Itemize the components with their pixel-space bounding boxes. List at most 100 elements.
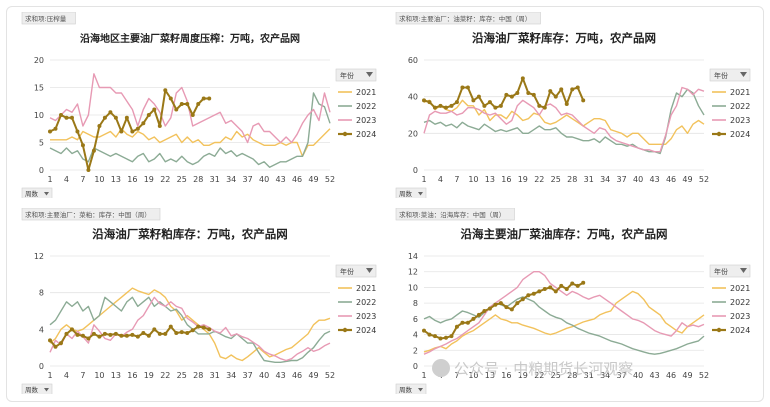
x-tick-label: 37 <box>243 175 253 184</box>
legend-entry: 2021 <box>356 284 376 293</box>
series-line-2022 <box>49 92 331 169</box>
x-tick-label: 19 <box>144 175 154 184</box>
dropdown-arrow-icon[interactable] <box>44 192 49 196</box>
filter-icon[interactable] <box>366 268 373 273</box>
series-line-2022 <box>423 88 705 155</box>
data-point-2024 <box>97 334 102 339</box>
x-tick-label: 28 <box>193 371 203 380</box>
filter-icon[interactable] <box>366 72 373 77</box>
x-tick-label: 19 <box>518 371 528 380</box>
legend-title: 年份 <box>340 71 354 80</box>
data-point-2024 <box>146 113 151 117</box>
data-point-2024 <box>124 333 129 338</box>
data-point-2024 <box>141 121 146 126</box>
data-point-2024 <box>438 103 443 108</box>
x-tick-label: 28 <box>193 175 203 184</box>
x-tick-label: 7 <box>454 371 459 380</box>
x-tick-label: 25 <box>551 371 561 380</box>
data-point-2024 <box>80 143 85 148</box>
data-point-2024 <box>520 76 525 81</box>
legend-entry: 2024 <box>730 326 750 335</box>
watermark: 公众号 · 中粮期货长河观察 <box>432 358 633 379</box>
data-point-2024 <box>498 301 503 306</box>
legend-marker <box>716 131 722 137</box>
y-tick-label: 20 <box>408 129 418 138</box>
data-point-2024 <box>465 85 470 90</box>
filter-icon[interactable] <box>740 72 747 77</box>
x-tick-label: 37 <box>243 371 253 380</box>
data-point-2024 <box>130 332 135 337</box>
legend-marker <box>342 131 348 137</box>
legend-entry: 2024 <box>356 326 376 335</box>
y-tick-label: 8 <box>39 289 44 298</box>
data-point-2024 <box>53 344 58 349</box>
data-point-2024 <box>174 107 179 112</box>
y-tick-label: 5 <box>39 139 44 148</box>
data-point-2024 <box>432 334 437 339</box>
x-tick-label: 34 <box>600 175 610 184</box>
x-tick-label: 1 <box>421 175 426 184</box>
x-tick-label: 40 <box>259 371 269 380</box>
x-tick-label: 34 <box>226 175 236 184</box>
filter-icon[interactable] <box>740 268 747 273</box>
data-point-2024 <box>454 100 459 105</box>
x-tick-label: 40 <box>259 175 269 184</box>
x-tick-label: 37 <box>617 175 627 184</box>
dropdown-arrow-icon[interactable] <box>418 388 423 392</box>
data-point-2024 <box>553 289 558 294</box>
x-tick-label: 49 <box>682 175 692 184</box>
data-point-2024 <box>201 96 206 101</box>
data-point-2024 <box>113 331 118 336</box>
rapeseed-stock-chart: 求和项:主要油厂：油菜籽：库存：中国（周） 沿海油厂菜籽库存：万吨，农产品网 0 20… <box>395 11 750 200</box>
x-tick-label: 43 <box>649 175 659 184</box>
x-tick-label: 1 <box>47 371 52 380</box>
x-tick-label: 52 <box>699 175 709 184</box>
data-point-2024 <box>504 92 509 97</box>
data-point-2024 <box>498 103 503 108</box>
x-tick-label: 16 <box>501 175 511 184</box>
x-tick-label: 4 <box>64 371 69 380</box>
data-point-2024 <box>179 330 184 335</box>
chart-panel-meal-stock: 求和项:主要油厂：菜粕：库存：中国（周） 沿海油厂菜籽粕库存：万吨，农产品网 0 4 8… <box>20 207 380 398</box>
chart-title: 沿海地区主要油厂菜籽周度压榨：万吨，农产品网 <box>80 32 300 45</box>
x-tick-label: 46 <box>292 371 302 380</box>
data-point-2024 <box>515 91 520 95</box>
dropdown-arrow-icon[interactable] <box>418 192 423 196</box>
data-point-2024 <box>422 328 426 333</box>
data-point-2024 <box>476 312 481 317</box>
x-tick-label: 22 <box>534 175 544 184</box>
data-point-2024 <box>471 316 476 321</box>
data-point-2024 <box>91 148 96 153</box>
x-tick-label: 40 <box>633 175 643 184</box>
x-tick-label: 16 <box>127 175 137 184</box>
field-tag-box <box>395 11 541 25</box>
data-point-2024 <box>86 336 91 341</box>
data-point-2024 <box>102 331 107 336</box>
field-tag-label: 求和项:压榨量 <box>25 14 67 23</box>
data-point-2024 <box>443 335 448 340</box>
data-point-2024 <box>581 280 586 285</box>
data-point-2024 <box>570 281 575 286</box>
data-point-2024 <box>174 331 179 335</box>
x-tick-label: 16 <box>127 371 137 380</box>
data-point-2024 <box>168 324 173 329</box>
data-point-2024 <box>124 115 129 120</box>
x-tick-label: 52 <box>325 175 335 184</box>
data-point-2024 <box>163 331 168 336</box>
dropdown-arrow-icon[interactable] <box>44 388 49 392</box>
x-tick-label: 22 <box>160 175 170 184</box>
legend-entry: 2021 <box>730 284 750 293</box>
data-point-2024 <box>482 103 487 108</box>
data-point-2024 <box>526 91 531 95</box>
data-point-2024 <box>196 102 201 106</box>
data-point-2024 <box>75 129 80 134</box>
series-line-2021 <box>49 287 331 362</box>
x-tick-label: 13 <box>485 371 495 380</box>
x-tick-label: 10 <box>94 371 104 380</box>
legend-marker <box>342 327 348 333</box>
data-point-2024 <box>465 320 470 325</box>
data-point-2024 <box>135 334 140 339</box>
legend-entry: 2022 <box>730 102 750 111</box>
y-tick-label: 6 <box>413 315 418 324</box>
